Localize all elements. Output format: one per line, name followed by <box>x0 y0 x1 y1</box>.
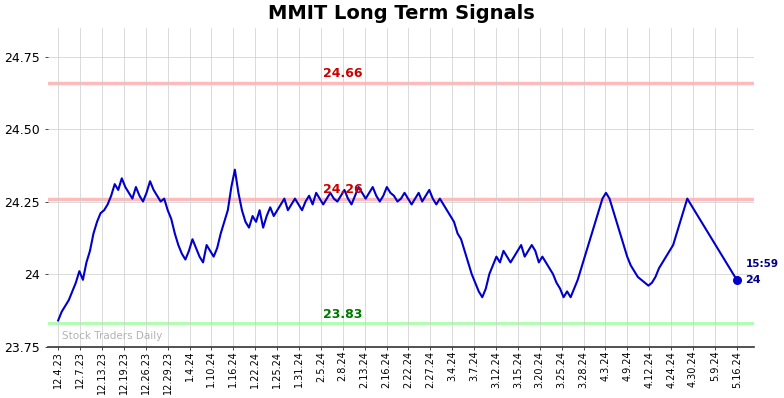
Text: 24.26: 24.26 <box>323 183 363 196</box>
Point <box>731 277 743 283</box>
Text: 24: 24 <box>746 275 761 285</box>
Text: 24.66: 24.66 <box>324 67 363 80</box>
Title: MMIT Long Term Signals: MMIT Long Term Signals <box>267 4 535 23</box>
Text: 15:59: 15:59 <box>746 259 779 269</box>
Text: Stock Traders Daily: Stock Traders Daily <box>62 332 162 341</box>
Text: 23.83: 23.83 <box>324 308 363 321</box>
